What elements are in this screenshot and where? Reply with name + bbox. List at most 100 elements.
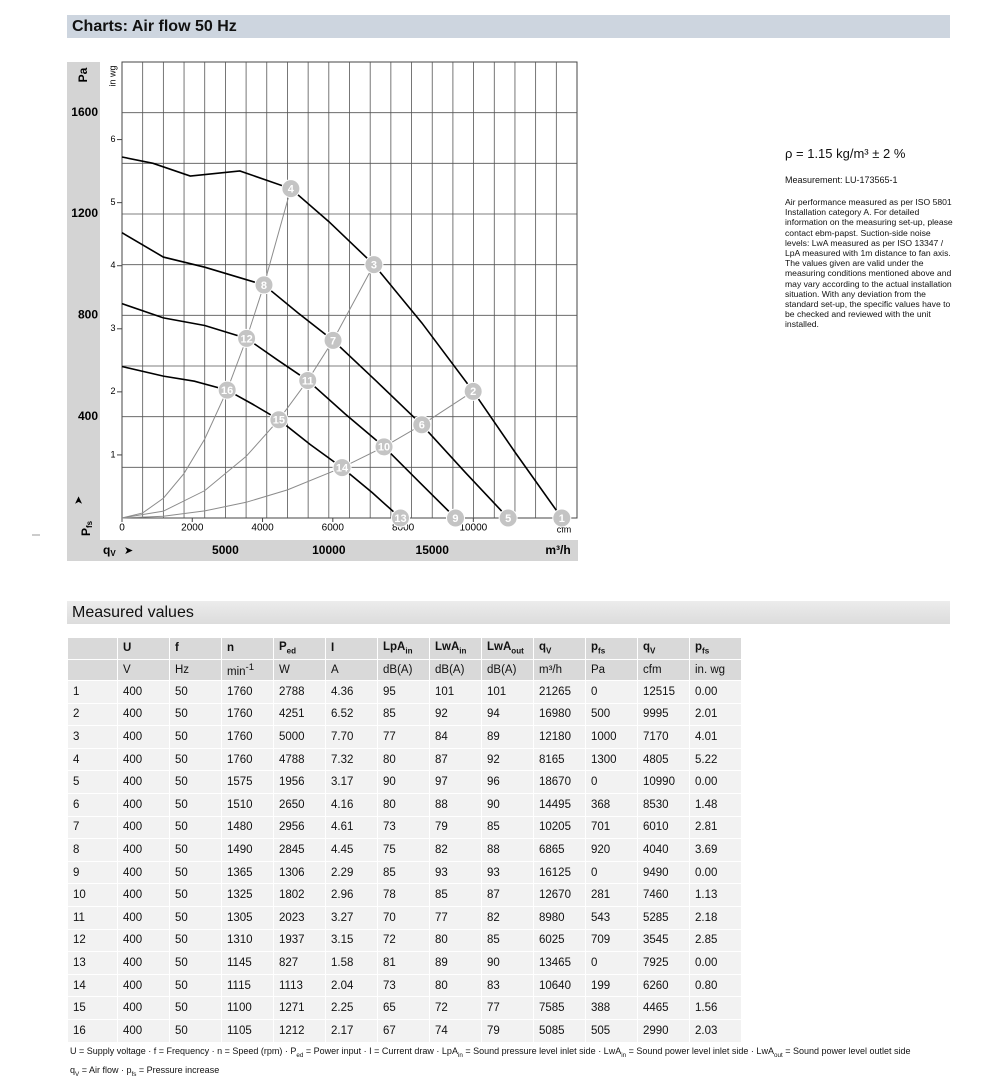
y-tick-label: 1600: [71, 105, 98, 119]
point-label: 10: [378, 442, 390, 454]
table-cell: 2.85: [689, 928, 742, 953]
header-cell: [67, 637, 118, 660]
subscript: in: [405, 646, 413, 656]
table-cell: 50: [169, 702, 222, 727]
table-cell: 2.81: [689, 815, 742, 840]
x-tick-label: 5000: [212, 543, 239, 557]
table-cell: 2: [67, 702, 118, 727]
table-row: 7 400 50 1480 2956 4.61 73 79 85 10205 701 6010 2.81: [67, 815, 742, 840]
table-cell: 14: [67, 973, 118, 998]
table-row: 4 400 50 1760 4788 7.32 80 87 92 8165 1300 4805 5.22: [67, 747, 742, 772]
table-cell: 1956: [273, 770, 326, 794]
density-note: ρ = 1.15 kg/m³ ± 2 %: [785, 146, 906, 161]
table-cell: 0.80: [689, 973, 742, 998]
table-row: 9 400 50 1365 1306 2.29 85 93 93 16125 0 9490 0.00: [67, 860, 742, 885]
table-cell: 18670: [533, 770, 586, 794]
table-row: 14 400 50 1115 1113 2.04 73 80 83 10640 199 6260 0.8…: [67, 973, 742, 998]
point-label: 1: [559, 513, 565, 525]
x2-tick-label: 6000: [322, 523, 345, 534]
table-cell: 77: [377, 725, 430, 749]
table-cell: 400: [117, 838, 170, 862]
table-cell: 12515: [637, 680, 690, 704]
table-cell: 4040: [637, 838, 690, 862]
table-cell: 94: [481, 702, 534, 727]
y-axis-label: Pfs: [79, 520, 94, 536]
table-cell: 1271: [273, 996, 326, 1020]
y2-tick-label: 5: [110, 197, 115, 207]
operating-point: [269, 410, 289, 430]
header-cell: Pa: [585, 658, 638, 681]
table-cell: 400: [117, 702, 170, 727]
table-cell: 500: [585, 702, 638, 727]
table-cell: 1490: [221, 838, 274, 862]
table-cell: 1760: [221, 702, 274, 727]
table-cell: 13465: [533, 951, 586, 975]
header-cell: n: [221, 637, 274, 660]
operating-point: [217, 380, 237, 400]
table-cell: 92: [429, 702, 482, 727]
table-cell: 50: [169, 973, 222, 998]
table-cell: 1: [67, 680, 118, 704]
footnote-text: = Sound pressure level inlet side · LwA: [462, 1046, 622, 1056]
header-cell: in. wg: [689, 658, 742, 681]
table-cell: 1802: [273, 883, 326, 907]
table-cell: 12: [67, 928, 118, 953]
table-row: 6 400 50 1510 2650 4.16 80 88 90 14495 368 8530 1.48: [67, 792, 742, 817]
table-cell: 6025: [533, 928, 586, 953]
system-curve: [121, 188, 292, 519]
table-row: 12 400 50 1310 1937 3.15 72 80 85 6025 709 3545 2.85: [67, 928, 742, 953]
table-cell: 77: [481, 996, 534, 1020]
table-cell: 1325: [221, 883, 274, 907]
header-cell: LpAin: [377, 637, 430, 660]
table-cell: 400: [117, 680, 170, 704]
table-cell: 1000: [585, 725, 638, 749]
subscript: ed: [296, 1051, 304, 1059]
table-cell: 400: [117, 973, 170, 998]
table-cell: 3.69: [689, 838, 742, 862]
table-cell: 7.70: [325, 725, 378, 749]
table-cell: 543: [585, 905, 638, 930]
footnote-text: = Sound power level outlet side: [782, 1046, 911, 1056]
table-cell: 4251: [273, 702, 326, 727]
table-cell: 10205: [533, 815, 586, 840]
header-cell: m³/h: [533, 658, 586, 681]
table-cell: 50: [169, 860, 222, 885]
table-cell: 7460: [637, 883, 690, 907]
table-cell: 96: [481, 770, 534, 794]
table-cell: 9: [67, 860, 118, 885]
table-cell: 0: [585, 951, 638, 975]
table-cell: 1.58: [325, 951, 378, 975]
point-label: 2: [470, 386, 476, 398]
section-title: Measured values: [67, 601, 950, 624]
table-cell: 16: [67, 1018, 118, 1043]
table-cell: 6.52: [325, 702, 378, 727]
table-cell: 1306: [273, 860, 326, 885]
table-cell: 65: [377, 996, 430, 1020]
table-cell: 50: [169, 770, 222, 794]
table-cell: 400: [117, 747, 170, 772]
header-cell: qV: [637, 637, 690, 660]
table-cell: 3.27: [325, 905, 378, 930]
table-cell: 7.32: [325, 747, 378, 772]
table-cell: 281: [585, 883, 638, 907]
table-cell: 10990: [637, 770, 690, 794]
table-cell: 400: [117, 1018, 170, 1043]
table-cell: 4.61: [325, 815, 378, 840]
operating-point: [281, 179, 301, 199]
table-cell: 2.04: [325, 973, 378, 998]
table-cell: 5000: [273, 725, 326, 749]
table-cell: 85: [481, 815, 534, 840]
table-cell: 79: [481, 1018, 534, 1043]
x2-tick-label: 10000: [459, 523, 487, 534]
table-cell: 50: [169, 883, 222, 907]
table-cell: 50: [169, 1018, 222, 1043]
table-cell: 701: [585, 815, 638, 840]
table-cell: 1113: [273, 973, 326, 998]
operating-point: [498, 508, 518, 528]
footnote-text: = Power input · I = Current draw · LpA: [303, 1046, 458, 1056]
table-cell: 0.00: [689, 860, 742, 885]
table-row: 10 400 50 1325 1802 2.96 78 85 87 12670 281 7460 1.1…: [67, 883, 742, 907]
table-cell: 5285: [637, 905, 690, 930]
table-cell: 2788: [273, 680, 326, 704]
